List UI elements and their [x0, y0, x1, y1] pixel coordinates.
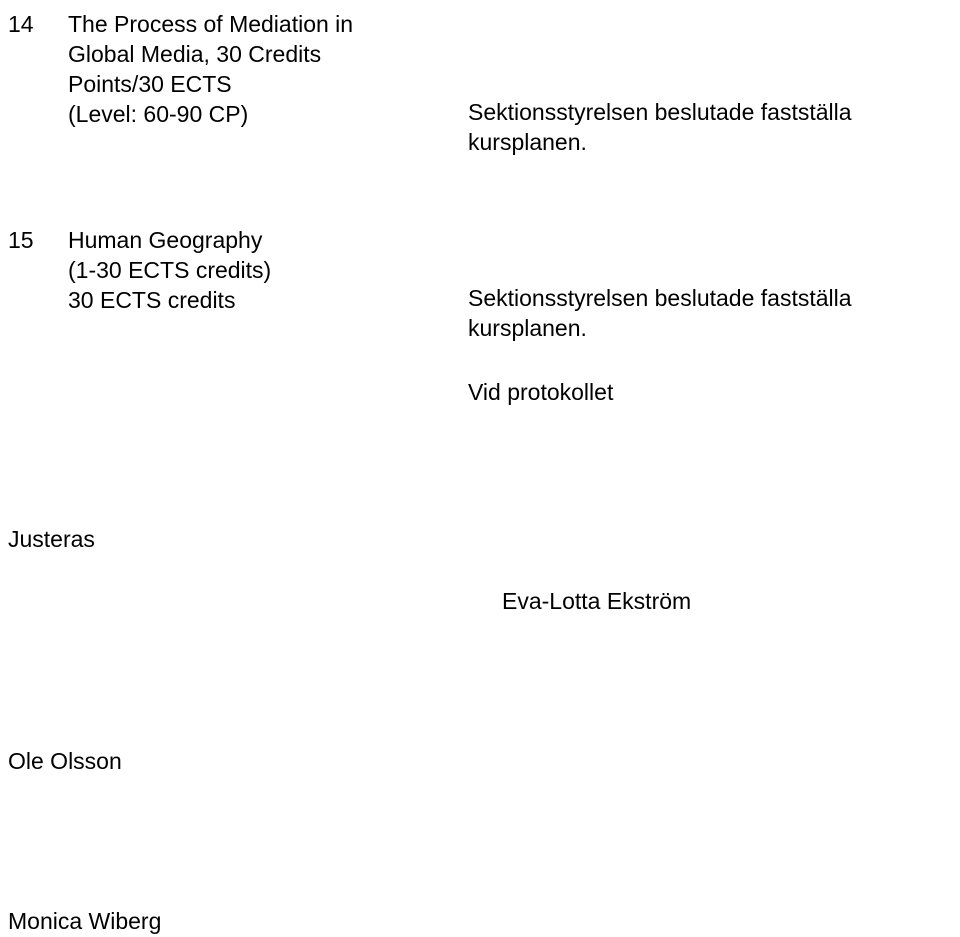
item-title: The Process of Mediation in Global Media…: [68, 10, 468, 130]
vid-protokollet: Vid protokollet: [468, 344, 960, 408]
title-line: Global Media, 30 Credits: [68, 40, 438, 70]
title-line: 30 ECTS credits: [68, 286, 438, 316]
title-line: (1-30 ECTS credits): [68, 256, 438, 286]
title-line: Human Geography: [68, 226, 438, 256]
adjuster-name-2: Monica Wiberg: [0, 777, 960, 937]
decision-line: Sektionsstyrelsen beslutade fastställa: [468, 98, 960, 128]
recorder-name: Eva-Lotta Ekström: [0, 555, 960, 617]
item-title: Human Geography (1-30 ECTS credits) 30 E…: [68, 226, 468, 316]
agenda-item-15: 15 Human Geography (1-30 ECTS credits) 3…: [0, 158, 960, 408]
justeras-label: Justeras: [0, 407, 960, 555]
item-number: 15: [0, 226, 68, 256]
title-line: (Level: 60-90 CP): [68, 100, 438, 130]
decision-line: kursplanen.: [468, 314, 960, 344]
decision-line: kursplanen.: [468, 128, 960, 158]
adjuster-name-1: Ole Olsson: [0, 617, 960, 777]
decision-line: Sektionsstyrelsen beslutade fastställa: [468, 284, 960, 314]
item-decision: Sektionsstyrelsen beslutade fastställa k…: [468, 226, 960, 408]
agenda-item-14: 14 The Process of Mediation in Global Me…: [0, 0, 960, 158]
title-line: The Process of Mediation in: [68, 10, 438, 40]
title-line: Points/30 ECTS: [68, 70, 438, 100]
item-decision: Sektionsstyrelsen beslutade fastställa k…: [468, 10, 960, 158]
item-number: 14: [0, 10, 68, 40]
